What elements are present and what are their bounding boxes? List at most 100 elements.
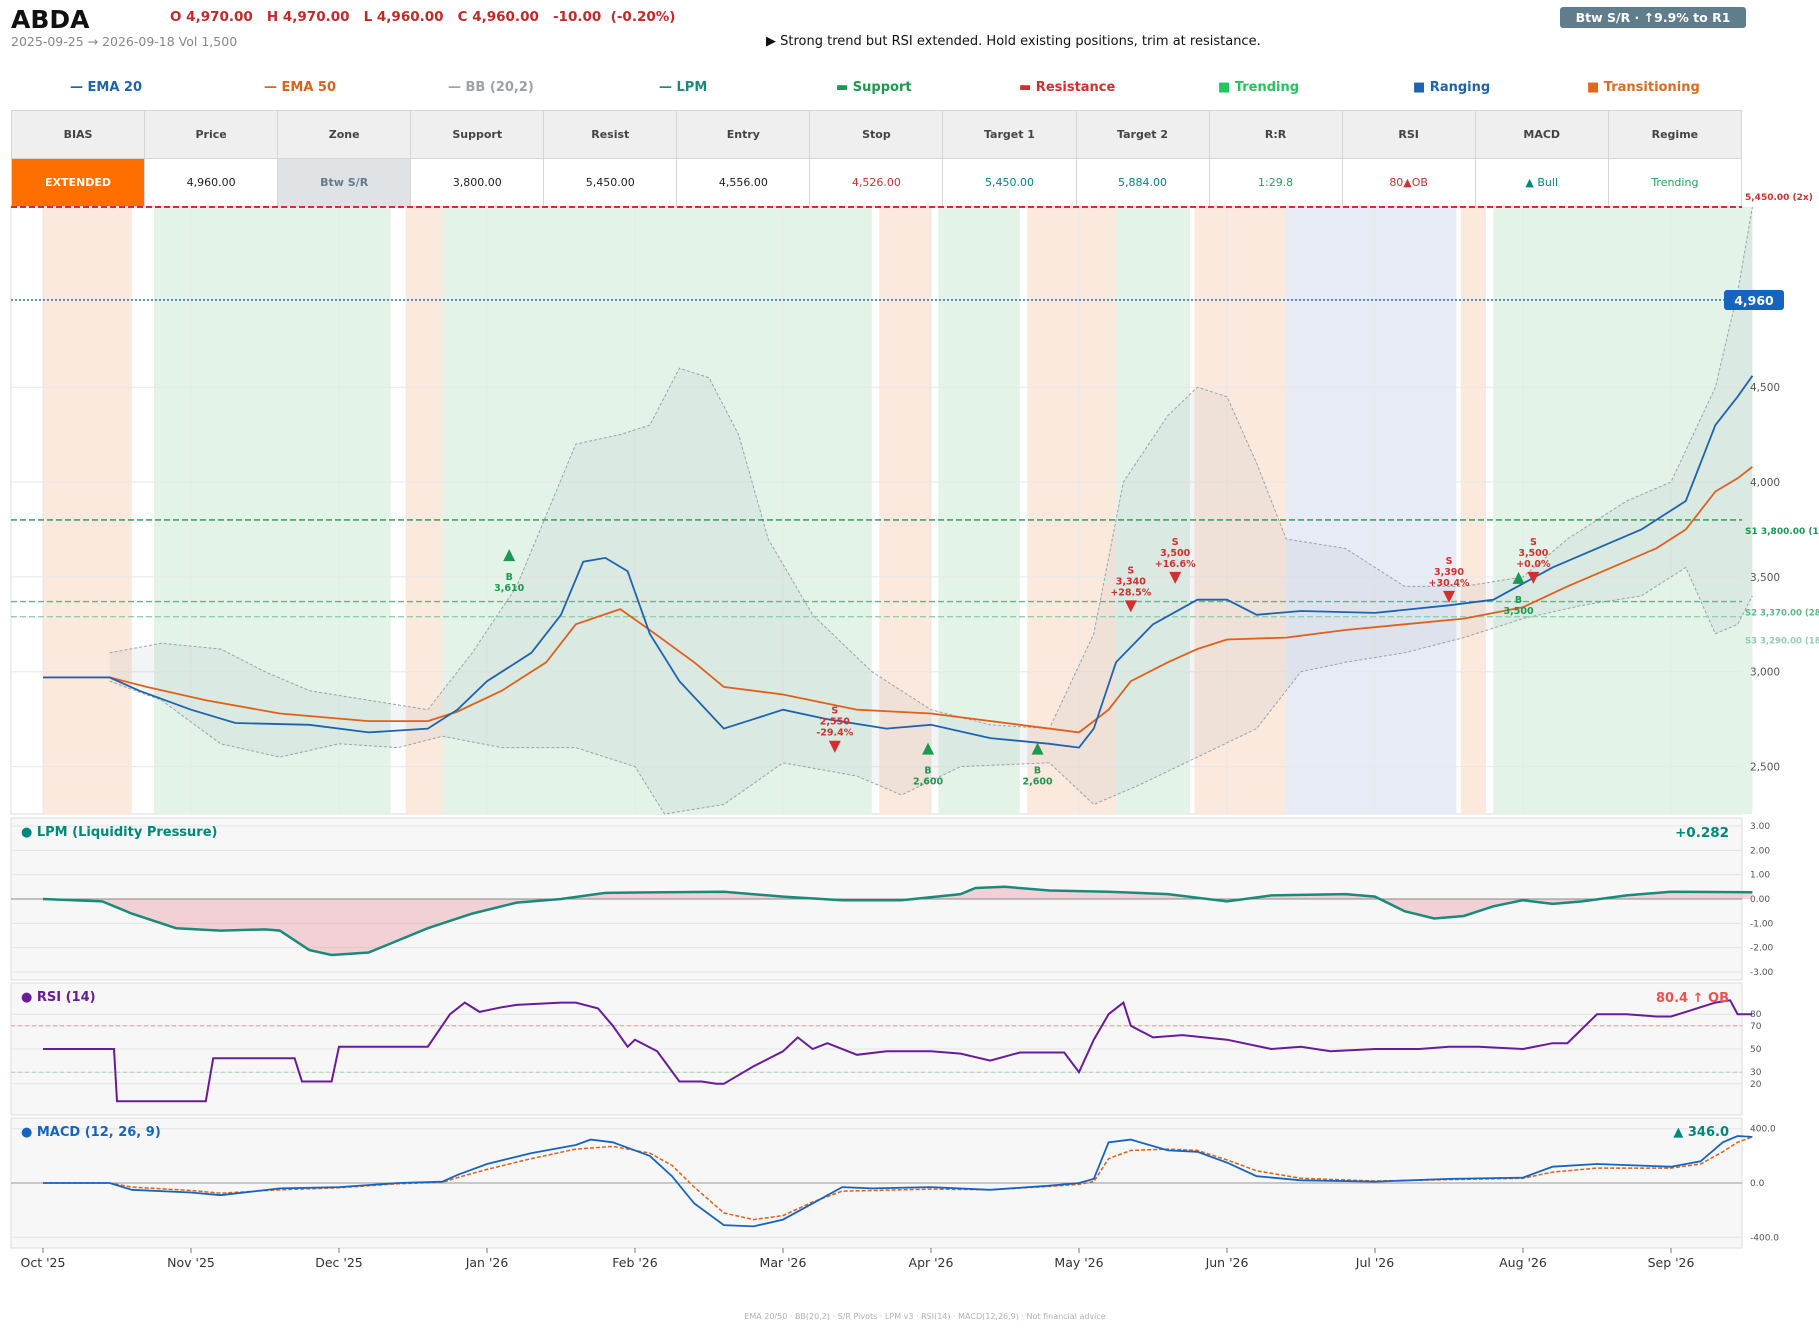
ema50-line xyxy=(43,466,1753,734)
legend-ema50[interactable]: — EMA 50 xyxy=(264,80,337,95)
rr-cell: 1:29.8 xyxy=(1208,158,1343,207)
lpm-axis-tick: 2.00 xyxy=(1750,846,1770,856)
signal-note: ▶ Strong trend but RSI extended. Hold ex… xyxy=(766,34,1261,49)
macd-axis-tick: -400.0 xyxy=(1750,1233,1779,1243)
regime-cell: Trending xyxy=(1607,158,1743,207)
regime-band-trending xyxy=(1116,207,1190,814)
buy-signal-label: B xyxy=(1034,766,1041,777)
lpm-panel: 3.00 2.00 1.00 0.00 -1.00 -2.00 -3.00 ● LPM (Li… xyxy=(10,817,1774,981)
legend-ranging[interactable]: ■ Ranging xyxy=(1413,80,1491,95)
macd-value: ▲ 346.0 xyxy=(1673,1125,1729,1140)
sell-signal-marker xyxy=(1124,600,1137,613)
stats-header: Resist xyxy=(543,110,678,159)
bb-fill xyxy=(109,207,1753,814)
sell-signal-marker xyxy=(1527,571,1540,584)
stats-header: RSI xyxy=(1341,110,1476,159)
macd-panel: 400.0 0.0 -400.0 ● MACD (12, 26, 9) ▲ 346.0 xyxy=(10,1117,1779,1249)
stats-table: BIAS Price Zone Support Resist Entry Sto… xyxy=(10,110,1743,207)
legend-support[interactable]: ▬ Support xyxy=(836,80,912,95)
rsi-axis-tick: 20 xyxy=(1750,1080,1762,1090)
sell-signal-label: 3,390 xyxy=(1434,567,1464,578)
stop-cell: 4,526.00 xyxy=(809,158,944,207)
macd-axis-tick: 400.0 xyxy=(1750,1125,1776,1135)
regime-band-transitioning xyxy=(1194,207,1287,814)
buy-signal-label: B xyxy=(506,572,513,583)
sell-signal-marker xyxy=(1169,571,1182,584)
price-axis-tick: 3,000 xyxy=(1750,667,1780,679)
lpm-axis-tick: -2.00 xyxy=(1750,944,1774,954)
regime-band-transitioning xyxy=(1460,207,1486,814)
sell-signal-label: S xyxy=(1530,537,1537,548)
stats-header: Entry xyxy=(676,110,811,159)
buy-signal-label: 2,600 xyxy=(1023,777,1053,788)
ohlc-readout: O 4,970.00 H 4,970.00 L 4,960.00 C 4,960… xyxy=(170,9,676,25)
stats-header-row: BIAS Price Zone Support Resist Entry Sto… xyxy=(10,110,1743,159)
buy-signal-label: B xyxy=(924,766,931,777)
rsi-axis-tick: 80 xyxy=(1750,1010,1762,1020)
sr-level-label: S3 3,290.00 (18x) xyxy=(1745,637,1819,647)
price-axis-tick: 4,000 xyxy=(1750,477,1780,489)
stats-header: Zone xyxy=(277,110,412,159)
regime-band-transitioning xyxy=(405,207,443,814)
regime-band-ranging xyxy=(1286,207,1457,814)
lpm-axis-tick: -1.00 xyxy=(1750,919,1774,929)
stats-header: Target 1 xyxy=(942,110,1077,159)
target2-cell: 5,884.00 xyxy=(1075,158,1210,207)
sell-signal-label: 3,500 xyxy=(1518,548,1548,559)
x-axis-tick: Oct '25 xyxy=(21,1255,66,1270)
price-axis-tick: 2,500 xyxy=(1750,762,1780,774)
zone-cell: Btw S/R xyxy=(277,158,412,207)
sell-signal-marker xyxy=(1443,590,1455,603)
lpm-line xyxy=(42,885,1753,957)
sr-level-label: S1 3,800.00 (19x) xyxy=(1745,527,1819,537)
rsi-title: ● RSI (14) xyxy=(21,990,96,1005)
rsi-value: 80.4 ↑ OB xyxy=(1656,991,1729,1006)
current-price-label: 4,960 xyxy=(1734,293,1774,308)
buy-signal-label: 3,500 xyxy=(1504,606,1534,617)
x-axis-tick: Aug '26 xyxy=(1499,1255,1547,1270)
stats-header: Target 2 xyxy=(1075,110,1210,159)
lpm-axis-tick: -3.00 xyxy=(1750,968,1774,978)
legend-resistance[interactable]: ▬ Resistance xyxy=(1019,80,1116,95)
stats-header: Support xyxy=(410,110,545,159)
x-axis-tick: Jun '26 xyxy=(1205,1255,1249,1270)
sell-signal-label: +0.0% xyxy=(1516,559,1551,570)
buy-signal-label: 3,610 xyxy=(494,583,524,594)
lpm-axis-tick: 3.00 xyxy=(1750,822,1770,832)
macd-cell: ▲ Bull xyxy=(1474,158,1609,207)
macd-axis-tick: 0.0 xyxy=(1750,1179,1765,1189)
x-axis-tick: Apr '26 xyxy=(909,1255,954,1270)
stats-header: Stop xyxy=(809,110,944,159)
buy-signal-marker xyxy=(503,549,516,562)
chart-legend: — EMA 20 — EMA 50 — BB (20,2) — LPM ▬ Su… xyxy=(0,80,1740,100)
rsi-axis-tick: 70 xyxy=(1750,1022,1762,1032)
regime-band-transitioning xyxy=(1027,207,1116,814)
lpm-axis-tick: 1.00 xyxy=(1750,871,1770,881)
legend-lpm[interactable]: — LPM xyxy=(659,80,708,95)
stats-header: Price xyxy=(144,110,279,159)
regime-band-transitioning xyxy=(43,207,132,814)
price-axis-tick: 3,500 xyxy=(1750,572,1780,584)
ema20-line xyxy=(43,375,1754,749)
legend-bb[interactable]: — BB (20,2) xyxy=(448,80,534,95)
legend-transitioning[interactable]: ■ Transitioning xyxy=(1587,80,1700,95)
sell-signal-label: -29.4% xyxy=(816,728,853,739)
ticker-symbol: ABDA xyxy=(11,5,90,34)
macd-line xyxy=(43,1135,1753,1228)
support-cell: 3,800.00 xyxy=(410,158,545,207)
sell-signal-label: 2,550 xyxy=(820,717,850,728)
legend-trending[interactable]: ■ Trending xyxy=(1218,80,1300,95)
current-price-tag xyxy=(1724,289,1784,310)
stats-header: R:R xyxy=(1208,110,1343,159)
footer-note: EMA 20/50 · BB(20,2) · S/R Pivots · LPM … xyxy=(744,1312,1106,1321)
target1-cell: 5,450.00 xyxy=(942,158,1077,207)
date-range-volume: 2025-09-25 → 2026-09-18 Vol 1,500 xyxy=(11,34,238,49)
sr-level-label: 5,450.00 (2x) xyxy=(1745,193,1813,203)
lpm-value: +0.282 xyxy=(1675,825,1729,841)
sell-signal-marker xyxy=(828,740,841,753)
regime-band-trending xyxy=(938,207,1020,814)
sell-signal-label: S xyxy=(1172,537,1179,548)
legend-ema20[interactable]: — EMA 20 xyxy=(70,80,143,95)
rsi-axis-tick: 50 xyxy=(1750,1045,1762,1055)
